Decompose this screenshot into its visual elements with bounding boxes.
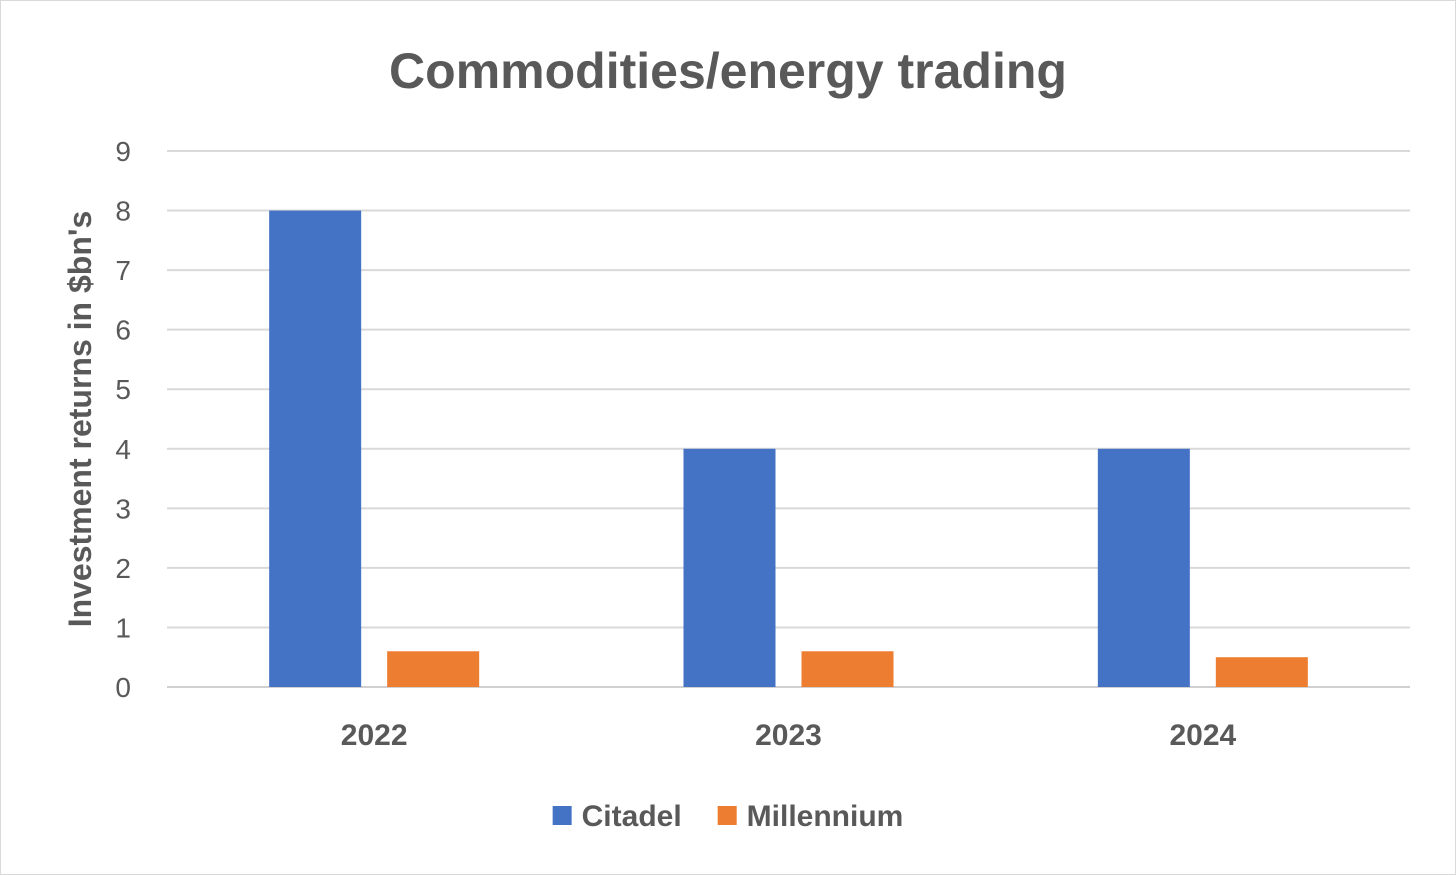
x-category-label: 2023 — [755, 719, 822, 752]
bar-citadel-2023 — [683, 448, 776, 687]
legend: Citadel Millennium — [552, 800, 904, 833]
bars — [269, 210, 1308, 688]
y-tick-label: 9 — [115, 136, 131, 167]
bar-millennium-2023 — [801, 651, 894, 687]
y-tick-label: 4 — [115, 434, 131, 465]
y-axis-ticks: 0 1 2 3 4 5 6 7 8 9 — [115, 136, 131, 703]
legend-item-millennium: Millennium — [717, 800, 904, 833]
y-tick-label: 2 — [115, 553, 131, 584]
legend-item-citadel: Citadel — [552, 800, 682, 833]
bar-citadel-2022 — [269, 210, 362, 688]
legend-swatch — [717, 806, 737, 825]
y-tick-label: 1 — [115, 612, 131, 643]
x-category-label: 2022 — [341, 719, 408, 752]
bar-millennium-2024 — [1215, 657, 1308, 687]
legend-label: Millennium — [747, 800, 904, 833]
y-tick-label: 3 — [115, 493, 131, 524]
bar-millennium-2022 — [387, 651, 480, 687]
x-category-label: 2024 — [1169, 719, 1236, 752]
y-tick-label: 5 — [115, 374, 131, 405]
legend-label: Citadel — [582, 800, 682, 833]
y-axis-label: Investment returns in $bn's — [62, 211, 98, 628]
gridlines — [167, 150, 1410, 688]
legend-swatch — [552, 806, 572, 825]
y-tick-label: 0 — [115, 672, 131, 703]
x-axis-categories: 2022 2023 2024 — [341, 719, 1237, 752]
chart-title: Commodities/energy trading — [389, 43, 1067, 99]
y-tick-label: 6 — [115, 315, 131, 346]
bar-citadel-2024 — [1097, 448, 1190, 687]
y-tick-label: 7 — [115, 255, 131, 286]
y-tick-label: 8 — [115, 196, 131, 227]
